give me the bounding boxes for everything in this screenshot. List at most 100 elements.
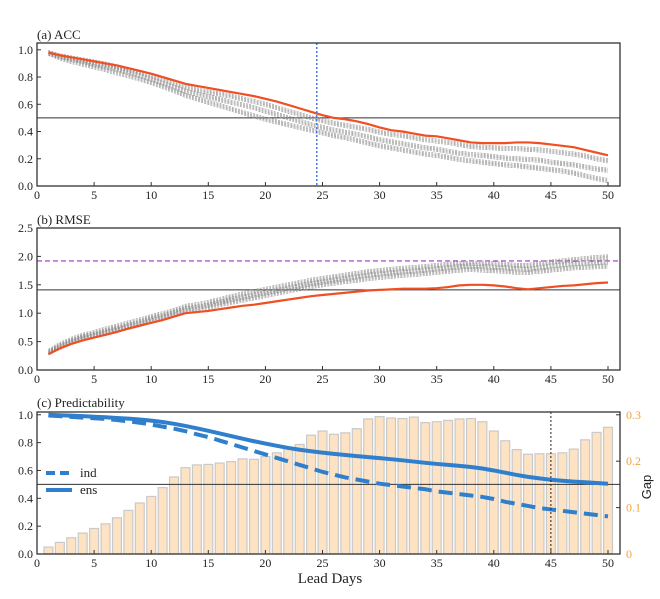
acc-member-line	[48, 50, 609, 169]
predictability-bar	[534, 453, 545, 555]
predictability-bar	[54, 541, 65, 555]
predictability-x-tick-label: 0	[34, 556, 40, 570]
rmse-x-tick-label: 20	[259, 372, 271, 386]
legend-label-ind: ind	[80, 465, 97, 480]
acc-member-line	[48, 53, 609, 182]
acc-y-tick-label: 0.2	[18, 152, 33, 166]
rmse-y-tick-label: 1.5	[18, 278, 33, 292]
predictability-bar	[443, 419, 454, 555]
predictability-bar	[180, 467, 191, 555]
rmse-member-line	[48, 265, 609, 354]
acc-x-tick-label: 20	[259, 188, 271, 202]
rmse-member-line	[48, 261, 609, 353]
acc-member-line	[48, 55, 609, 173]
predictability-bar	[477, 421, 488, 555]
rmse-y-tick-label: 0.0	[18, 363, 33, 377]
acc-member-line	[48, 50, 609, 160]
acc-member-line	[48, 51, 609, 180]
acc-x-tick-label: 15	[202, 188, 214, 202]
panel-acc: (a) ACC 0 5 10 15 20 25 30 35 40 45 50 0.0 0.2 0.4 0.6…	[18, 27, 621, 202]
panel-predictability-title: (c) Predictability	[37, 395, 125, 410]
predictability-bar	[557, 452, 568, 555]
predictability-right-y-tick-label: 0.1	[626, 501, 641, 515]
predictability-y-tick-label: 1.0	[18, 408, 33, 422]
predictability-bar	[43, 546, 54, 555]
acc-member-line	[48, 54, 609, 164]
predictability-bar	[283, 448, 294, 555]
predictability-line-ens	[48, 412, 609, 486]
acc-x-tick-label: 5	[91, 188, 97, 202]
rmse-y-tick-label: 0.5	[18, 335, 33, 349]
rmse-x-tick-label: 40	[488, 372, 500, 386]
predictability-x-tick-label: 10	[145, 556, 157, 570]
predictability-bar	[454, 418, 465, 555]
predictability-bar	[111, 517, 122, 555]
acc-x-tick-label: 25	[317, 188, 329, 202]
predictability-bar	[100, 523, 111, 555]
acc-member-line	[48, 51, 609, 161]
right-axis-label: Gap	[639, 475, 654, 500]
acc-x-tick-label: 30	[374, 188, 386, 202]
predictability-bar	[191, 464, 202, 555]
predictability-bar	[226, 461, 237, 555]
acc-member-line	[48, 53, 609, 172]
acc-line-ensemble-mean	[48, 51, 609, 157]
predictability-bar	[77, 532, 88, 555]
rmse-member-line	[48, 258, 609, 354]
predictability-bar	[465, 417, 477, 555]
predictability-x-tick-label: 40	[488, 556, 500, 570]
rmse-y-tick-label: 2.0	[18, 249, 33, 263]
predictability-x-tick-label: 30	[374, 556, 386, 570]
rmse-y-tick-label: 1.0	[18, 306, 33, 320]
rmse-x-tick-label: 25	[317, 372, 329, 386]
rmse-y-tick-label: 2.5	[18, 221, 33, 235]
rmse-x-tick-label: 15	[202, 372, 214, 386]
acc-member-line	[48, 53, 609, 163]
predictability-bar	[317, 430, 328, 555]
predictability-legend: ind ens	[46, 465, 97, 497]
rmse-member-line	[48, 263, 609, 352]
predictability-bar	[591, 431, 602, 555]
panel-predictability: (c) Predictability 0 5 10 15 20 25 30 35 40 45 500…	[18, 395, 654, 587]
predictability-bar	[363, 418, 374, 555]
rmse-member-line	[48, 260, 609, 352]
predictability-bar	[214, 462, 225, 555]
rmse-x-tick-label: 10	[145, 372, 157, 386]
predictability-bar	[237, 458, 248, 555]
acc-plot-area: 0 5 10 15 20 25 30 35 40 45 50 0.0 0.2 0.4 0.6 0.8 1.0	[18, 42, 621, 202]
rmse-member-line	[48, 264, 609, 353]
predictability-axes-frame	[36, 411, 621, 555]
predictability-bar	[66, 537, 77, 555]
predictability-bar	[248, 458, 260, 555]
rmse-member-line	[48, 257, 609, 353]
predictability-y-tick-label: 0.4	[18, 491, 33, 505]
acc-axes-frame	[36, 42, 621, 187]
predictability-bar	[294, 443, 305, 555]
rmse-line-ensemble-mean	[47, 281, 609, 356]
predictability-bar	[580, 439, 591, 555]
acc-x-tick-label: 35	[431, 188, 443, 202]
rmse-member-line	[48, 259, 609, 351]
predictability-bar	[602, 426, 614, 555]
acc-x-tick-label: 40	[488, 188, 500, 202]
rmse-x-tick-label: 0	[34, 372, 40, 386]
predictability-bar	[157, 487, 168, 555]
predictability-line-ind	[48, 413, 609, 519]
rmse-x-tick-label: 30	[374, 372, 386, 386]
predictability-bar	[500, 440, 511, 555]
predictability-x-tick-label: 45	[545, 556, 557, 570]
panel-rmse-title: (b) RMSE	[37, 212, 91, 227]
rmse-member-line	[48, 262, 609, 354]
rmse-member-line	[48, 254, 609, 350]
predictability-bar	[123, 509, 134, 555]
predictability-bar	[134, 502, 145, 555]
predictability-x-tick-label: 20	[259, 556, 271, 570]
acc-member-line	[48, 50, 609, 179]
predictability-right-y-tick-label: 0.2	[626, 454, 641, 468]
acc-x-tick-label: 45	[545, 188, 557, 202]
predictability-y-tick-label: 0.8	[18, 436, 33, 450]
rmse-x-tick-label: 5	[91, 372, 97, 386]
predictability-right-y-tick-label: 0	[626, 547, 632, 561]
predictability-y-tick-label: 0.0	[18, 547, 33, 561]
